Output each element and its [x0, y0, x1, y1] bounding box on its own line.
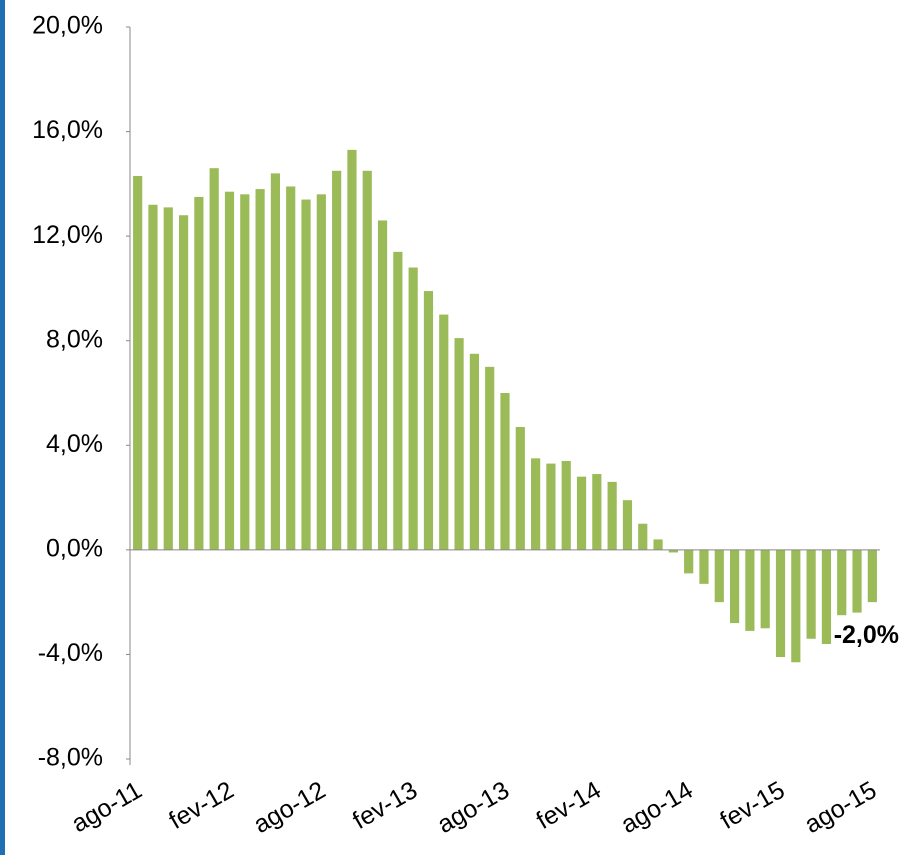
- y-tick-label: 0,0%: [46, 534, 103, 562]
- bar: [775, 549, 786, 658]
- bar: [867, 549, 877, 603]
- bar: [546, 463, 556, 550]
- value-label: -2,0%: [834, 621, 899, 649]
- y-tick-label: 4,0%: [46, 430, 103, 458]
- bar: [332, 170, 342, 550]
- left-border: [0, 0, 5, 855]
- bar: [485, 366, 495, 550]
- bar: [699, 549, 709, 584]
- bar: [301, 199, 311, 550]
- x-tick-label: ago-14: [616, 776, 697, 839]
- y-tick-label: 12,0%: [32, 221, 103, 249]
- bar: [638, 523, 648, 550]
- bar: [270, 173, 280, 550]
- bar: [531, 458, 541, 550]
- bar: [714, 549, 724, 603]
- bar: [224, 191, 235, 550]
- bar: [622, 500, 633, 550]
- bar: [240, 194, 250, 550]
- bar: [316, 194, 326, 550]
- bar: [439, 314, 449, 550]
- bar: [607, 481, 617, 550]
- x-tick-label: fev-14: [532, 776, 606, 835]
- y-tick-label: -8,0%: [38, 744, 103, 772]
- bar: [454, 338, 464, 550]
- bar: [194, 196, 204, 550]
- x-tick-label: fev-13: [348, 776, 422, 835]
- bar: [684, 549, 694, 574]
- bar: [148, 204, 158, 550]
- bar: [178, 215, 189, 550]
- y-tick-label: -4,0%: [38, 639, 103, 667]
- x-tick-label: ago-15: [800, 776, 881, 839]
- bar: [791, 549, 801, 663]
- bar: [730, 549, 740, 624]
- bar: [255, 189, 265, 550]
- bar: [821, 549, 832, 644]
- bar: [423, 291, 434, 550]
- y-tick-label: 8,0%: [46, 325, 103, 353]
- bar: [133, 176, 143, 550]
- bar: [209, 168, 219, 550]
- x-tick-label: ago-13: [433, 776, 514, 839]
- bar: [852, 549, 862, 613]
- bar: [806, 549, 816, 639]
- bar: [347, 149, 357, 550]
- x-tick-label: fev-15: [715, 776, 789, 835]
- bar: [163, 207, 173, 550]
- bar: [745, 549, 755, 631]
- bar: [408, 267, 418, 550]
- bar: [500, 393, 510, 550]
- bar: [362, 170, 372, 550]
- y-tick-label: 20,0%: [32, 12, 103, 40]
- bar: [653, 539, 663, 550]
- y-tick-label: 16,0%: [32, 116, 103, 144]
- bar: [837, 549, 847, 616]
- bar: [561, 460, 571, 550]
- bar: [592, 474, 602, 550]
- bar: [469, 353, 479, 550]
- x-tick-label: fev-12: [164, 776, 238, 835]
- bar: [515, 426, 525, 550]
- x-tick-label: ago-11: [67, 776, 147, 838]
- bar: [668, 549, 678, 553]
- bar: [286, 186, 296, 550]
- bar: [377, 220, 388, 550]
- bar: [393, 251, 403, 550]
- bar: [576, 476, 587, 550]
- bar: [760, 549, 770, 629]
- x-tick-label: ago-12: [249, 776, 330, 839]
